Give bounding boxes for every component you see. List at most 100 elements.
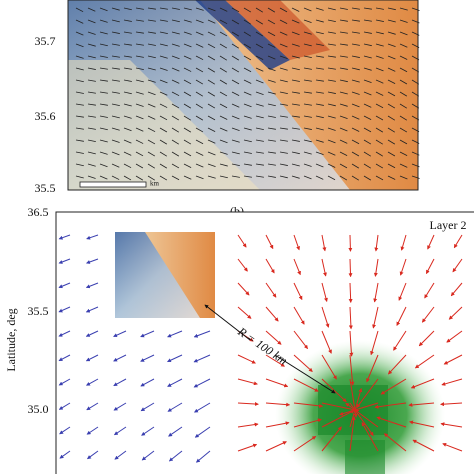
vector (291, 7, 300, 12)
vector (135, 103, 144, 107)
vector (339, 139, 348, 144)
vector (87, 115, 96, 118)
vector (99, 67, 108, 70)
vector (75, 31, 84, 36)
vector (303, 19, 312, 23)
vector (159, 139, 168, 145)
vector (327, 43, 336, 46)
vector (387, 103, 396, 109)
vector (243, 7, 252, 13)
vector (159, 31, 168, 34)
vector (303, 31, 312, 35)
vector (75, 91, 84, 94)
vector (195, 91, 204, 97)
vector (363, 103, 372, 108)
vector (193, 402, 211, 413)
vector (171, 127, 180, 133)
vector (421, 306, 435, 323)
vector (171, 103, 180, 109)
vector (363, 151, 372, 157)
vector (147, 79, 156, 83)
vector (135, 55, 144, 58)
vector (75, 151, 84, 154)
vector (111, 151, 120, 156)
vector (237, 282, 250, 296)
vector (123, 91, 132, 95)
vector (113, 402, 127, 411)
vector (219, 175, 228, 179)
vector (135, 91, 144, 95)
vector (442, 442, 463, 452)
vector (387, 67, 396, 72)
vector (267, 175, 276, 178)
vector (58, 354, 71, 362)
vector (243, 79, 252, 84)
vector (123, 103, 132, 107)
vector (123, 43, 132, 46)
vector (255, 139, 264, 142)
vector (356, 378, 379, 409)
vector (58, 306, 71, 313)
vector (171, 151, 180, 157)
vector (85, 330, 99, 337)
vector (207, 115, 216, 121)
vector (387, 139, 396, 145)
vector (279, 79, 288, 83)
vector (195, 139, 204, 145)
vector (159, 115, 168, 121)
vector (87, 7, 96, 12)
vector (279, 91, 288, 95)
vector (123, 67, 132, 70)
vector (327, 19, 336, 23)
vector (183, 115, 192, 121)
vector (75, 7, 84, 13)
vector (399, 7, 408, 11)
vector (140, 402, 155, 412)
vector (231, 55, 240, 61)
vector (59, 450, 71, 459)
vector (231, 19, 240, 25)
vector (267, 55, 276, 60)
vector (87, 91, 96, 94)
vector (237, 378, 258, 386)
front-red (225, 0, 330, 60)
vector (293, 258, 301, 276)
vector (140, 378, 155, 387)
vector (183, 19, 192, 23)
vector (231, 67, 240, 73)
vector (339, 151, 348, 157)
vector (374, 234, 379, 252)
vector (291, 31, 300, 36)
vector (327, 31, 336, 34)
vector (267, 31, 276, 37)
vector (147, 67, 156, 71)
vector (159, 55, 168, 59)
vector (183, 103, 192, 109)
vector (231, 79, 240, 85)
vector (349, 402, 374, 437)
vector (293, 418, 322, 428)
vector (399, 127, 408, 133)
vector (291, 79, 300, 82)
vector (58, 330, 71, 337)
vector (400, 234, 407, 251)
vector (147, 43, 156, 46)
vector (207, 175, 216, 179)
vector (75, 79, 84, 83)
vector (321, 426, 342, 452)
vector (399, 175, 408, 180)
front (195, 0, 290, 70)
vector (171, 163, 180, 169)
vector (75, 55, 84, 59)
vector (279, 55, 288, 59)
vector (267, 103, 276, 107)
vector (321, 282, 328, 303)
vector (183, 139, 192, 145)
vector (393, 330, 407, 351)
vector (363, 115, 372, 121)
vector (255, 55, 264, 60)
vector (75, 19, 84, 24)
vector (339, 91, 348, 95)
vector (147, 139, 156, 145)
vector (58, 378, 71, 386)
